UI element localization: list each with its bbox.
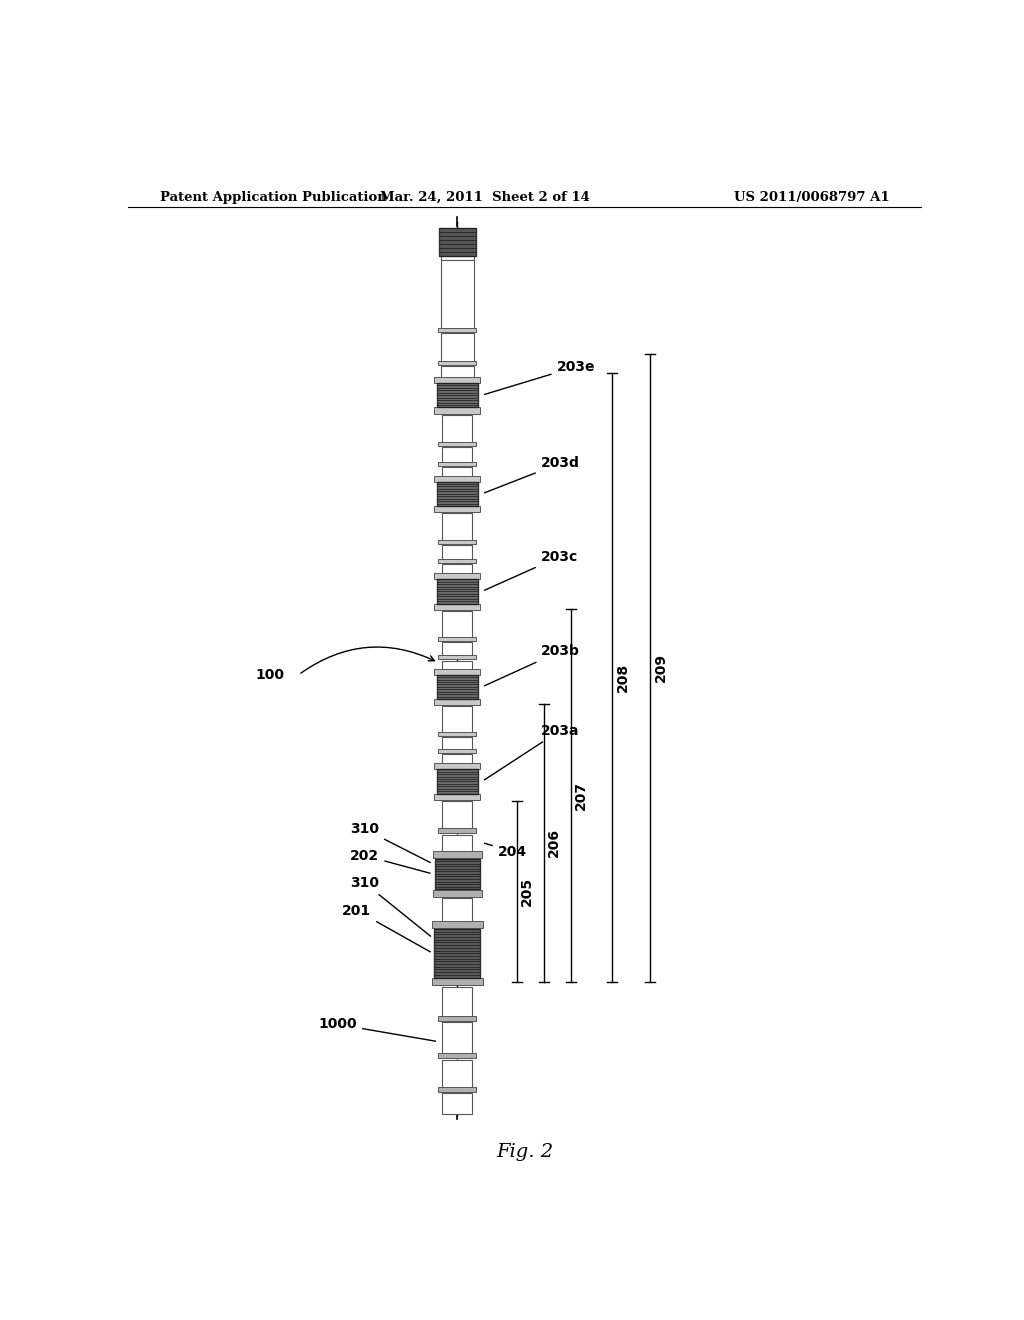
Bar xyxy=(442,447,472,463)
Bar xyxy=(442,611,472,638)
Bar xyxy=(436,579,478,603)
Text: US 2011/0068797 A1: US 2011/0068797 A1 xyxy=(734,190,890,203)
Bar xyxy=(442,754,472,768)
Bar xyxy=(438,1086,476,1092)
Text: 203a: 203a xyxy=(484,723,580,780)
Bar xyxy=(442,801,472,829)
Bar xyxy=(438,360,476,364)
Text: Mar. 24, 2011  Sheet 2 of 14: Mar. 24, 2011 Sheet 2 of 14 xyxy=(380,190,590,203)
Bar xyxy=(442,737,472,750)
Text: 207: 207 xyxy=(574,780,588,809)
Text: 206: 206 xyxy=(547,829,561,858)
Bar xyxy=(438,656,476,660)
Bar xyxy=(432,978,482,985)
Bar xyxy=(440,366,474,381)
Text: 310: 310 xyxy=(350,822,430,862)
Bar xyxy=(442,414,472,444)
Text: 201: 201 xyxy=(342,903,430,952)
Bar xyxy=(436,770,478,793)
Bar xyxy=(438,638,476,642)
Bar xyxy=(442,1093,472,1114)
Bar xyxy=(438,462,476,466)
Bar xyxy=(442,899,472,925)
Bar xyxy=(434,603,480,610)
Bar xyxy=(434,793,480,800)
Bar xyxy=(434,506,480,512)
Bar xyxy=(434,378,480,383)
Bar xyxy=(442,513,472,541)
Bar xyxy=(440,260,474,329)
Bar xyxy=(442,660,472,673)
Bar xyxy=(437,923,477,929)
Bar xyxy=(442,467,472,480)
Bar xyxy=(440,256,474,260)
Text: 203e: 203e xyxy=(484,360,595,395)
Text: Fig. 2: Fig. 2 xyxy=(497,1143,553,1162)
Text: 208: 208 xyxy=(615,663,630,692)
Bar xyxy=(434,573,480,579)
Text: 100: 100 xyxy=(255,668,284,681)
Bar xyxy=(436,383,478,408)
Bar xyxy=(442,643,472,656)
Bar xyxy=(433,890,482,896)
Bar xyxy=(432,921,482,928)
Bar xyxy=(435,859,479,890)
Bar xyxy=(438,558,476,562)
Bar xyxy=(434,700,480,705)
Bar xyxy=(442,545,472,560)
Bar xyxy=(434,475,480,482)
Bar xyxy=(434,763,480,770)
Bar xyxy=(434,408,480,413)
Bar xyxy=(442,1060,472,1089)
Text: Patent Application Publication: Patent Application Publication xyxy=(160,190,386,203)
Text: 1000: 1000 xyxy=(318,1018,435,1041)
Bar xyxy=(442,836,472,854)
Bar xyxy=(438,540,476,544)
Bar xyxy=(438,748,476,752)
Text: 203b: 203b xyxy=(484,644,580,686)
Bar xyxy=(433,851,482,858)
Text: 205: 205 xyxy=(520,876,535,906)
Text: 204: 204 xyxy=(484,843,527,858)
Text: 203c: 203c xyxy=(484,550,578,590)
Bar xyxy=(438,1053,476,1059)
Bar xyxy=(434,929,480,978)
Bar xyxy=(442,1022,472,1055)
Bar xyxy=(439,227,475,256)
Text: 202: 202 xyxy=(350,849,430,874)
Text: 310: 310 xyxy=(350,876,430,936)
Bar xyxy=(442,706,472,733)
Bar xyxy=(438,329,476,333)
Bar xyxy=(436,675,478,700)
Bar xyxy=(438,442,476,446)
Bar xyxy=(438,828,476,833)
Bar xyxy=(438,1015,476,1020)
Text: 203d: 203d xyxy=(484,457,580,492)
Bar xyxy=(436,482,478,506)
Bar xyxy=(442,564,472,578)
Bar xyxy=(442,987,472,1018)
Bar xyxy=(437,851,477,858)
Bar xyxy=(440,333,474,362)
Text: 209: 209 xyxy=(653,653,668,682)
Bar xyxy=(438,731,476,735)
Bar xyxy=(434,669,480,675)
